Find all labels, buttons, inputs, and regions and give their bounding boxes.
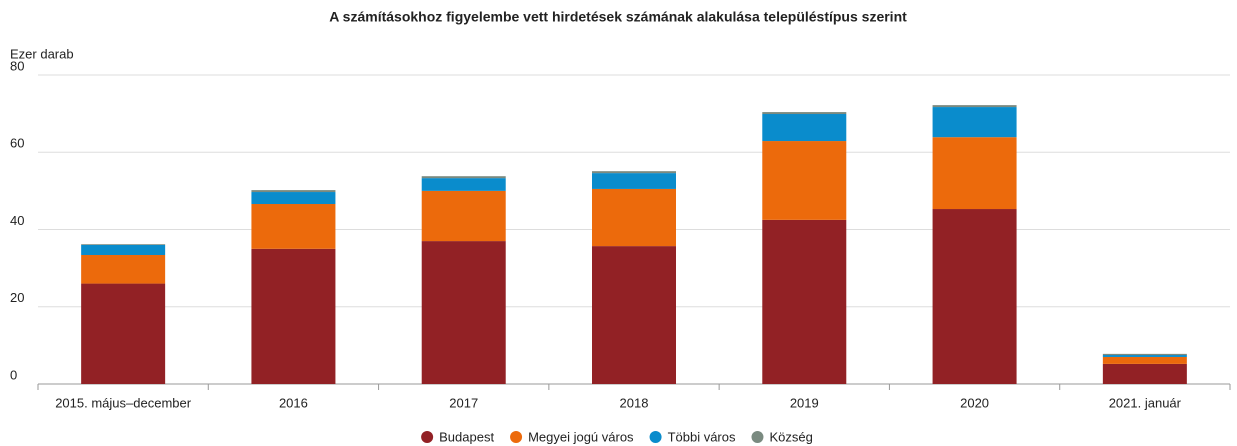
bar-segment	[932, 209, 1017, 384]
legend-label: Község	[769, 429, 812, 444]
legend-label: Megyei jogú város	[528, 429, 634, 444]
bar-segment	[592, 246, 676, 384]
legend-marker	[421, 431, 434, 443]
bar-segment	[762, 219, 847, 384]
bar-segment	[421, 241, 506, 384]
y-tick-label: 80	[10, 58, 24, 73]
bar-segment	[1102, 355, 1187, 357]
bar-segment	[81, 244, 166, 255]
bar-segment	[251, 248, 336, 384]
bar-segment	[592, 171, 676, 174]
legend-marker	[510, 431, 523, 443]
bar-segment	[932, 105, 1017, 108]
x-tick-label: 2020	[960, 395, 989, 410]
bar-segment	[1102, 363, 1187, 384]
bar-segment	[932, 137, 1017, 210]
bar-segment	[421, 176, 506, 179]
x-tick-label: 2017	[449, 395, 478, 410]
bar-segment	[81, 254, 166, 284]
bar-segment	[1102, 356, 1187, 364]
bar-segment	[762, 114, 847, 142]
bar-segment	[421, 190, 506, 242]
bar-segment	[251, 192, 336, 205]
bar-segment	[762, 141, 847, 220]
y-tick-label: 20	[10, 290, 24, 305]
bar-segment	[81, 244, 166, 245]
chart-title: A számításokhoz figyelembe vett hirdetés…	[329, 9, 907, 25]
x-tick-label: 2015. május–december	[55, 395, 192, 410]
bar-segment	[592, 188, 676, 247]
bar-segment	[592, 173, 676, 189]
bar-segment	[762, 112, 847, 115]
bar-segment	[81, 283, 166, 384]
x-tick-label: 2016	[279, 395, 308, 410]
legend-marker	[751, 431, 764, 443]
x-tick-label: 2018	[620, 395, 649, 410]
y-axis-label: Ezer darab	[10, 46, 74, 61]
x-tick-label: 2021. január	[1109, 395, 1182, 410]
legend-label: Budapest	[439, 429, 494, 444]
legend-marker	[649, 431, 662, 443]
legend-label: Többi város	[668, 429, 736, 444]
y-tick-label: 0	[10, 367, 17, 382]
bar-segment	[251, 190, 336, 193]
x-tick-label: 2019	[790, 395, 819, 410]
bar-segment	[421, 178, 506, 191]
y-tick-label: 40	[10, 213, 24, 228]
bar-segment	[251, 204, 336, 249]
bar-segment	[932, 107, 1017, 138]
bar-segment	[1102, 353, 1187, 356]
y-tick-label: 60	[10, 136, 24, 151]
